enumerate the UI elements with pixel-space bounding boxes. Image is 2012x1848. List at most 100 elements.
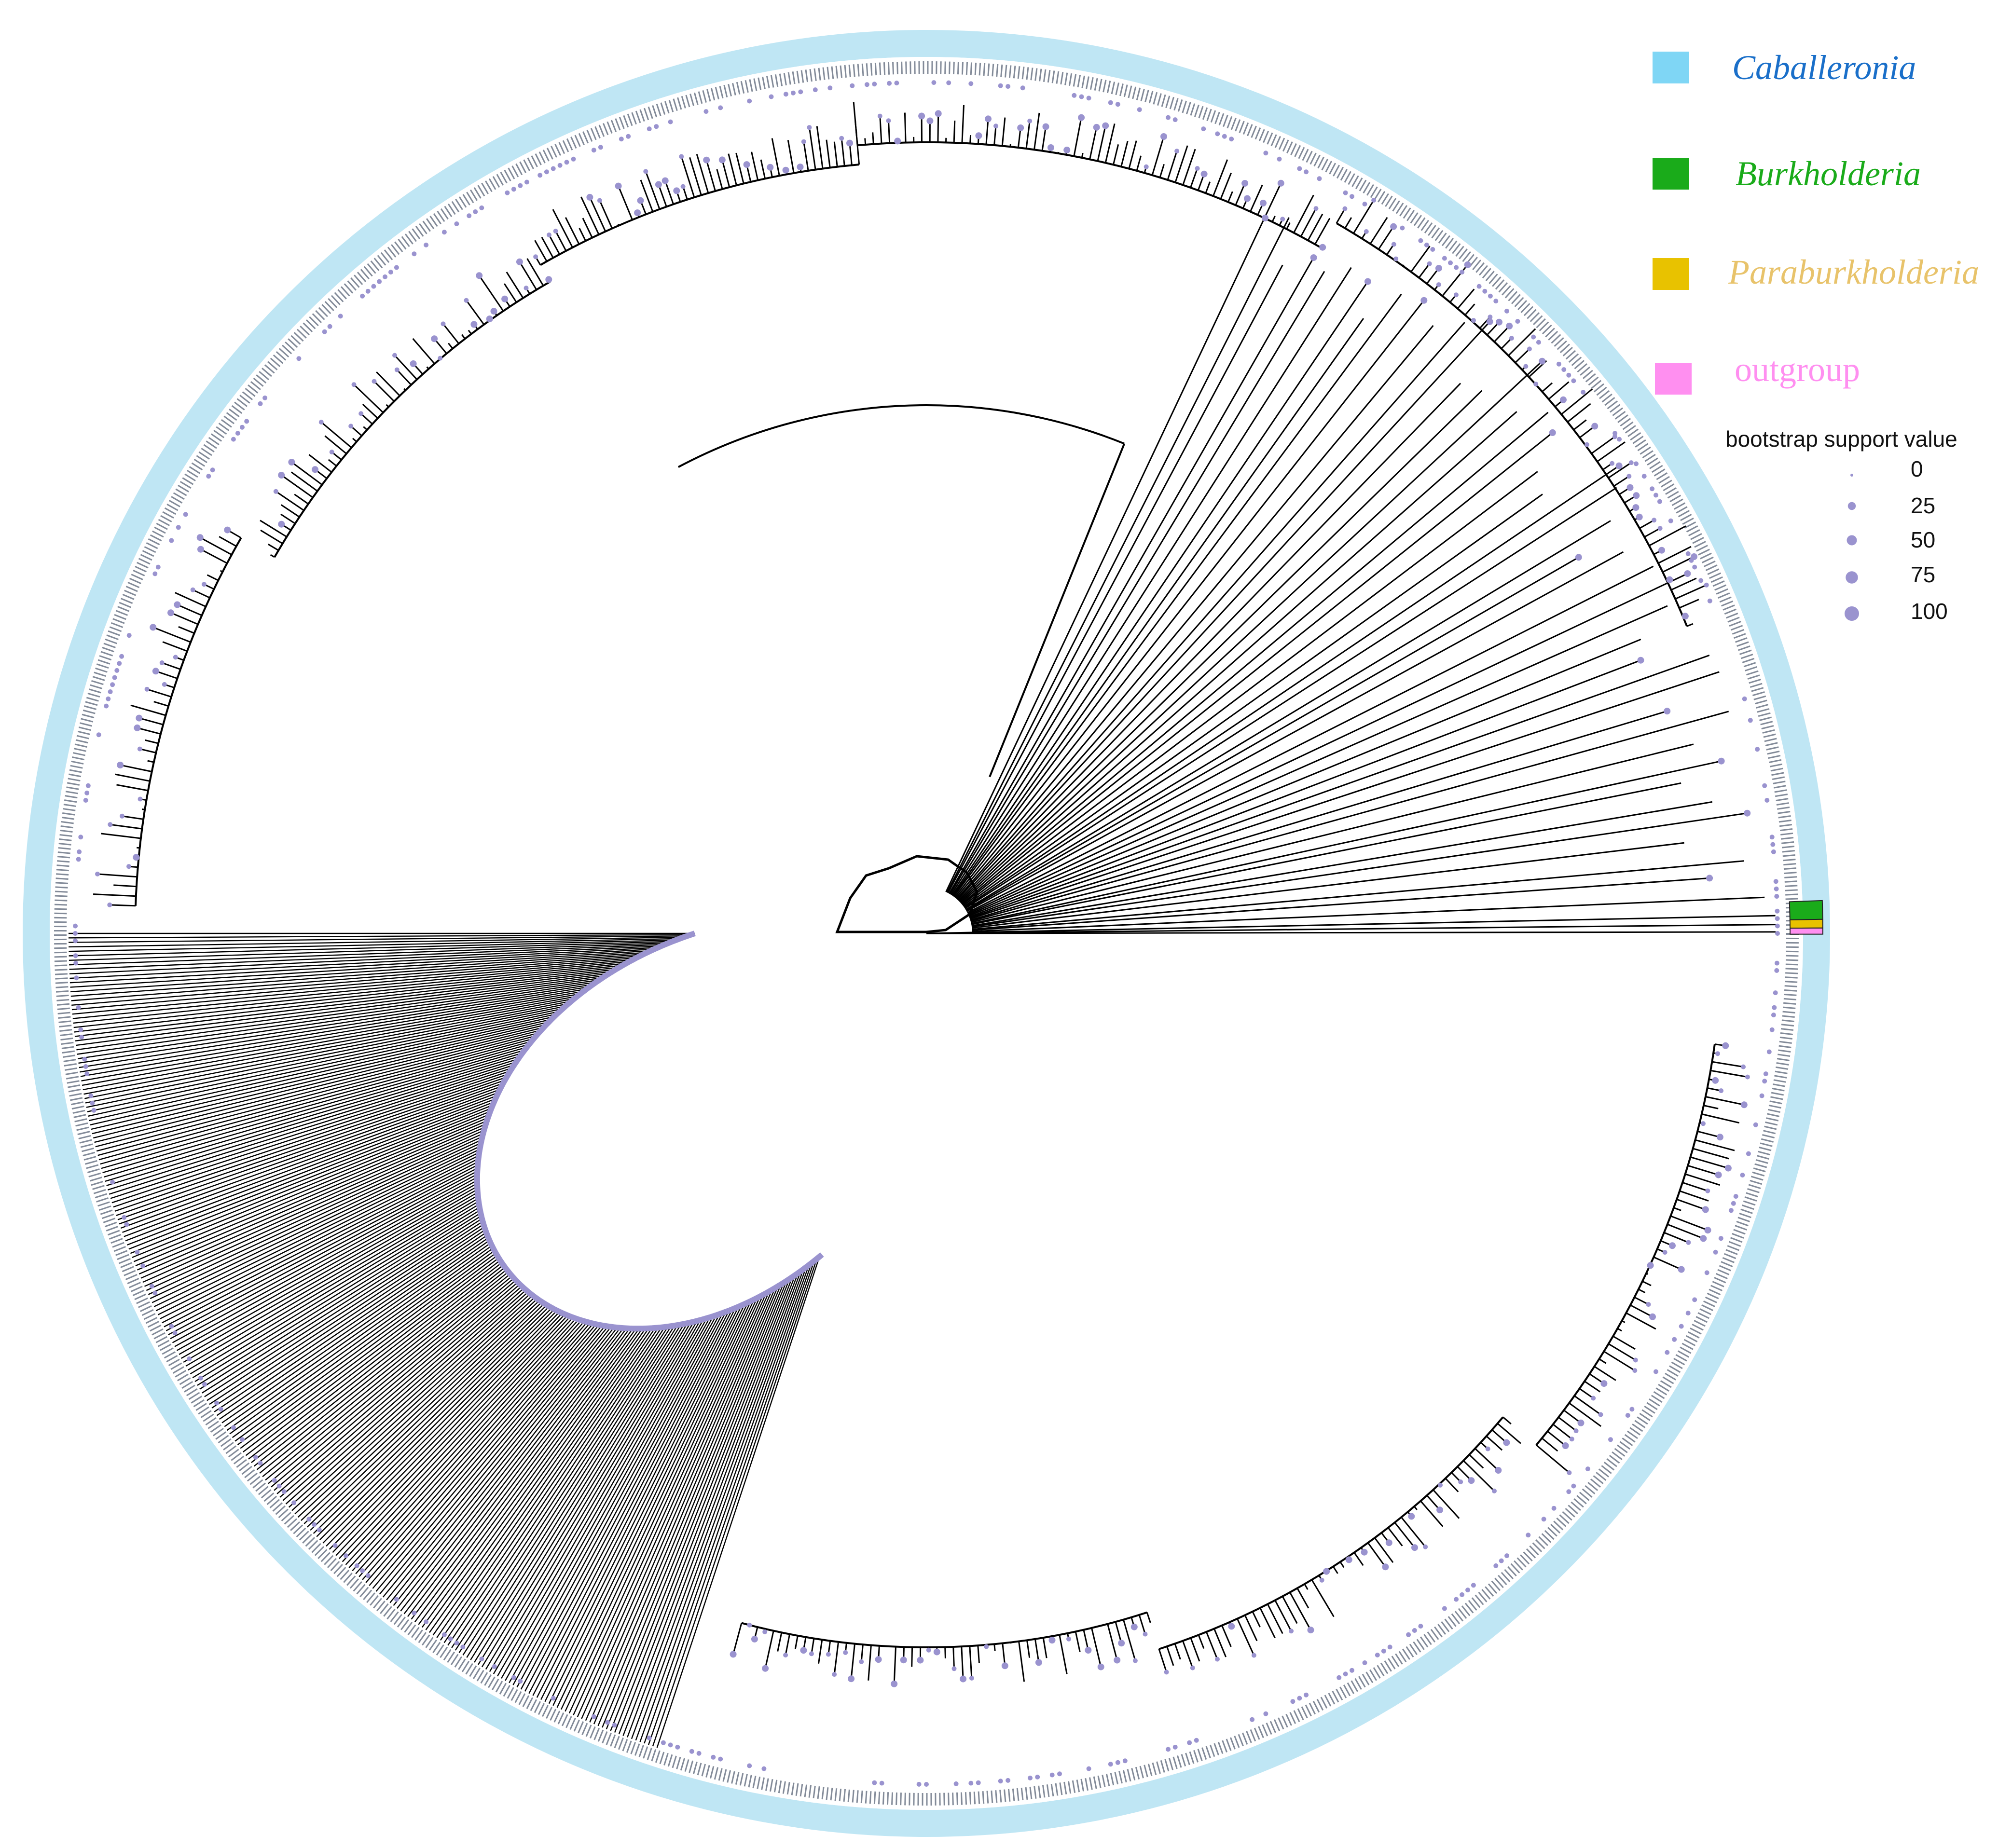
bootstrap-dot (661, 177, 669, 184)
lower-fan-branch (597, 1284, 782, 1726)
bootstrap-dot (762, 1665, 769, 1672)
lower-fan-branch (229, 1245, 493, 1435)
tip-dot (1641, 474, 1647, 479)
tip-dot (332, 1543, 338, 1548)
upper-left-clade-stem (139, 748, 156, 753)
tip-dot (1072, 93, 1077, 98)
tip-dot (322, 329, 327, 334)
tip-dot (1713, 1249, 1718, 1255)
legend-swatch-outgroup (1655, 363, 1692, 395)
outgroup-branch (926, 931, 1776, 934)
lower-fan-branch (386, 1326, 609, 1601)
tip-dot (1566, 1489, 1571, 1494)
tip-dot (1731, 1201, 1736, 1206)
tip-dot (654, 124, 659, 129)
lower-fan-branch (197, 1209, 481, 1386)
tip-dot (953, 1781, 959, 1786)
lower-right-clade-c-stem (1146, 1612, 1151, 1623)
bootstrap-dot (1647, 1262, 1654, 1269)
tip-dot (571, 156, 576, 162)
tip-dot (85, 783, 91, 788)
tip-dot (1773, 879, 1778, 884)
tip-dot (1692, 1297, 1697, 1302)
bootstrap-dot (533, 254, 538, 260)
upper-clade-c-stem (1182, 149, 1196, 186)
lower-fan-branch (71, 957, 637, 1006)
bootstrap-dot (1195, 166, 1200, 171)
lower-fan-branch (71, 959, 634, 1011)
right-fan-branch (964, 465, 1620, 909)
lower-fan-branch (306, 1301, 543, 1528)
upper-clade-d-stem (1418, 263, 1430, 278)
bootstrap-dot (926, 1647, 931, 1653)
lower-fan-branch (69, 936, 684, 948)
lower-fan-branch (631, 1269, 804, 1739)
bootstrap-dot (743, 161, 750, 168)
right-fan-branch (968, 605, 1668, 916)
lower-fan-branch (192, 1204, 480, 1379)
tip-dot (360, 1568, 365, 1574)
tip-dot (924, 1782, 929, 1787)
lower-right-clade-b-stem (1237, 1618, 1255, 1656)
upper-clade-d-arc (1336, 222, 1688, 627)
lower-right-clade-a-stem (1552, 1424, 1572, 1440)
tip-dot (1471, 1583, 1476, 1588)
lower-fan-branch (335, 1314, 565, 1556)
tip-dot (1115, 102, 1120, 107)
tip-dot (83, 798, 88, 803)
lower-fan-branch (86, 1008, 563, 1108)
lower-fan-branch (183, 1191, 478, 1363)
bootstrap-dot (1454, 292, 1459, 298)
tip-dot (1187, 1740, 1192, 1745)
tip-dot (1406, 1632, 1411, 1637)
bootstrap-dot (1438, 1482, 1443, 1488)
tip-dot (1685, 551, 1691, 556)
lower-right-clade-c-stem (944, 1647, 946, 1658)
bootstrap-dot (877, 113, 882, 119)
tip-dot (1049, 1772, 1055, 1778)
upper-left-clade-stem (178, 626, 195, 634)
lower-fan-branch (451, 1327, 665, 1648)
tip-dot (231, 1425, 236, 1430)
bootstrap-dot (1700, 1235, 1707, 1242)
upper-clade-a-stem (426, 366, 429, 370)
tip-dot (1612, 431, 1618, 436)
bootstrap-dot (138, 796, 143, 802)
bootstrap-dot (95, 871, 100, 876)
lower-fan-branch (157, 1155, 479, 1315)
lower-fan-branch (602, 1282, 785, 1728)
legend-label-paraburkholderia: Paraburkholderia (1728, 253, 1979, 291)
bootstrap-dot (1715, 1051, 1720, 1056)
upper-clade-a-stem (275, 491, 304, 511)
lower-fan-branch (362, 1321, 588, 1580)
bootstrap-dot (1533, 382, 1539, 387)
bootstrap-dot (1382, 1563, 1389, 1571)
bootstrap-dot (1745, 1074, 1750, 1080)
upper-clade-c-stem (1213, 159, 1228, 197)
upper-clade-a-stem (328, 459, 337, 467)
upper-left-clade-stem (147, 688, 172, 698)
lower-fan-branch (372, 1324, 597, 1589)
lower-fan-branch (72, 960, 630, 1015)
tip-dot (1775, 916, 1780, 921)
upper-clade-a-stem (403, 388, 406, 391)
bootstrap-dot (751, 1635, 758, 1643)
legend-swatch-caballeronia (1653, 52, 1689, 83)
bootstrap-dot (886, 118, 891, 123)
lower-right-clade-a-stem (1697, 1130, 1721, 1138)
bootstrap-dot (832, 1672, 837, 1677)
upper-clade-a-stem (461, 334, 466, 340)
clade-color-ring (23, 30, 1830, 1837)
lower-fan-branch (160, 1158, 479, 1319)
lower-right-clade-c-stem (860, 1644, 864, 1662)
upper-clade-d-stem (1464, 303, 1475, 316)
lower-right-clade-a-stem (1574, 1395, 1601, 1415)
lower-fan-branch (536, 1307, 736, 1698)
bootstrap-dot (1251, 1653, 1256, 1658)
bootstrap-dot (1506, 322, 1513, 329)
upper-clade-d-stem (1675, 584, 1707, 600)
tip-dot (1137, 107, 1142, 112)
tip-dot (1028, 1775, 1033, 1780)
lower-fan-branch (544, 1305, 743, 1702)
lower-right-clade-b-stem (1339, 1561, 1345, 1568)
